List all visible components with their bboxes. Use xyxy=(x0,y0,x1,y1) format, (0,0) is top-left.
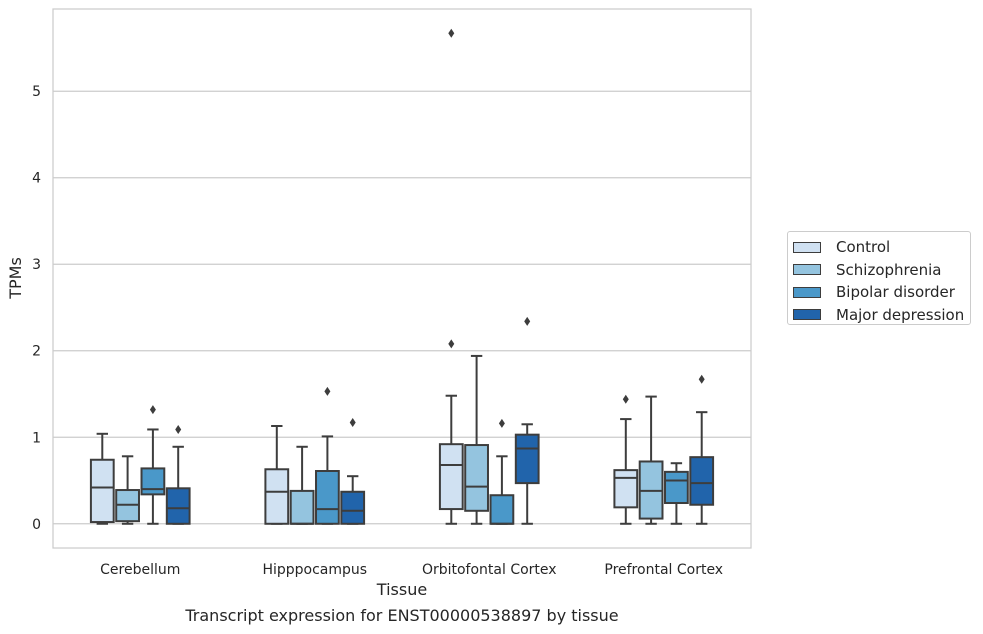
outlier-point xyxy=(324,386,331,396)
iqr-box xyxy=(514,433,540,485)
legend-label: Schizophrenia xyxy=(836,260,942,279)
legend-item: Control xyxy=(793,236,970,259)
x-axis-title: Tissue xyxy=(376,580,427,599)
box-bipolar-disorder xyxy=(664,462,689,525)
legend-item: Schizophrenia xyxy=(793,259,970,282)
iqr-box xyxy=(89,458,115,524)
box-bipolar-disorder xyxy=(489,418,515,525)
y-tick-label: 2 xyxy=(32,344,41,360)
box-bipolar-disorder xyxy=(315,386,340,525)
iqr-box xyxy=(464,444,489,512)
y-axis-title: TPMs xyxy=(6,257,25,300)
iqr-box xyxy=(264,468,290,525)
y-tick-label: 0 xyxy=(32,517,41,533)
outlier-point xyxy=(524,316,531,326)
chart-caption: Transcript expression for ENST0000053889… xyxy=(185,606,619,625)
outlier-point xyxy=(175,424,182,434)
outlier-point xyxy=(622,394,629,404)
outlier-point xyxy=(498,418,505,428)
box-schizophrenia xyxy=(289,445,315,525)
iqr-box xyxy=(613,469,639,509)
legend-label: Major depression xyxy=(836,305,965,324)
box-control xyxy=(264,425,290,525)
box-major-depression xyxy=(165,424,191,525)
legend-item: Major depression xyxy=(793,304,970,327)
y-tick-label: 3 xyxy=(32,257,41,273)
box-control xyxy=(613,394,639,525)
y-tick-label: 4 xyxy=(32,171,41,187)
iqr-box xyxy=(489,494,515,525)
y-tick-label: 1 xyxy=(32,430,41,446)
outlier-point xyxy=(349,418,356,428)
iqr-box xyxy=(664,470,689,505)
gridlines xyxy=(53,90,751,525)
legend-swatch xyxy=(793,286,821,298)
iqr-box xyxy=(340,490,366,525)
legend: Control Schizophrenia Bipolar disorder Majo… xyxy=(787,231,971,325)
x-tick-label: Hipppocampus xyxy=(262,562,367,578)
legend-label: Control xyxy=(836,238,891,257)
legend-item: Bipolar disorder xyxy=(793,281,970,304)
legend-label: Bipolar disorder xyxy=(836,283,955,302)
outlier-point xyxy=(448,28,455,38)
y-axis-ticks: 0 1 2 3 4 5 xyxy=(32,84,41,533)
iqr-box xyxy=(165,487,191,525)
box-major-depression xyxy=(514,316,540,525)
outlier-point xyxy=(448,339,455,349)
legend-swatch xyxy=(793,241,821,253)
legend-swatch xyxy=(793,309,821,321)
plot-frame xyxy=(52,8,752,549)
x-tick-label: Prefrontal Cortex xyxy=(604,562,723,578)
iqr-box xyxy=(140,467,166,496)
y-tick-label: 5 xyxy=(32,84,41,100)
legend-swatch xyxy=(793,264,821,276)
x-axis-ticks: Cerebellum Hipppocampus Orbitofontal Corte… xyxy=(100,562,723,578)
x-tick-label: Orbitofontal Cortex xyxy=(422,562,557,578)
boxes xyxy=(89,28,715,525)
box-major-depression xyxy=(689,374,715,525)
box-bipolar-disorder xyxy=(140,405,166,525)
outlier-point xyxy=(698,374,705,384)
x-tick-label: Cerebellum xyxy=(100,562,180,578)
box-major-depression xyxy=(340,418,366,525)
box-schizophrenia xyxy=(464,354,489,525)
iqr-box xyxy=(438,443,464,511)
box-control xyxy=(89,432,115,525)
box-control xyxy=(438,28,464,525)
iqr-box xyxy=(689,456,715,506)
outlier-point xyxy=(149,405,156,415)
iqr-box xyxy=(315,470,340,525)
box-schizophrenia xyxy=(638,395,664,525)
box-schizophrenia xyxy=(115,455,140,525)
iqr-box xyxy=(289,489,315,525)
